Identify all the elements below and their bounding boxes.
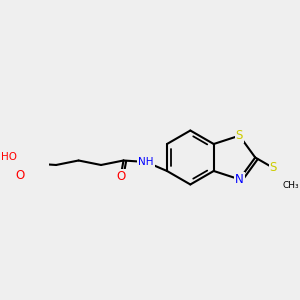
Text: NH: NH — [138, 157, 154, 167]
Text: S: S — [270, 161, 277, 175]
Text: O: O — [16, 169, 25, 182]
Text: O: O — [116, 170, 125, 184]
Text: N: N — [235, 173, 244, 186]
Text: HO: HO — [1, 152, 17, 163]
Text: CH₃: CH₃ — [283, 181, 299, 190]
Text: S: S — [236, 129, 243, 142]
